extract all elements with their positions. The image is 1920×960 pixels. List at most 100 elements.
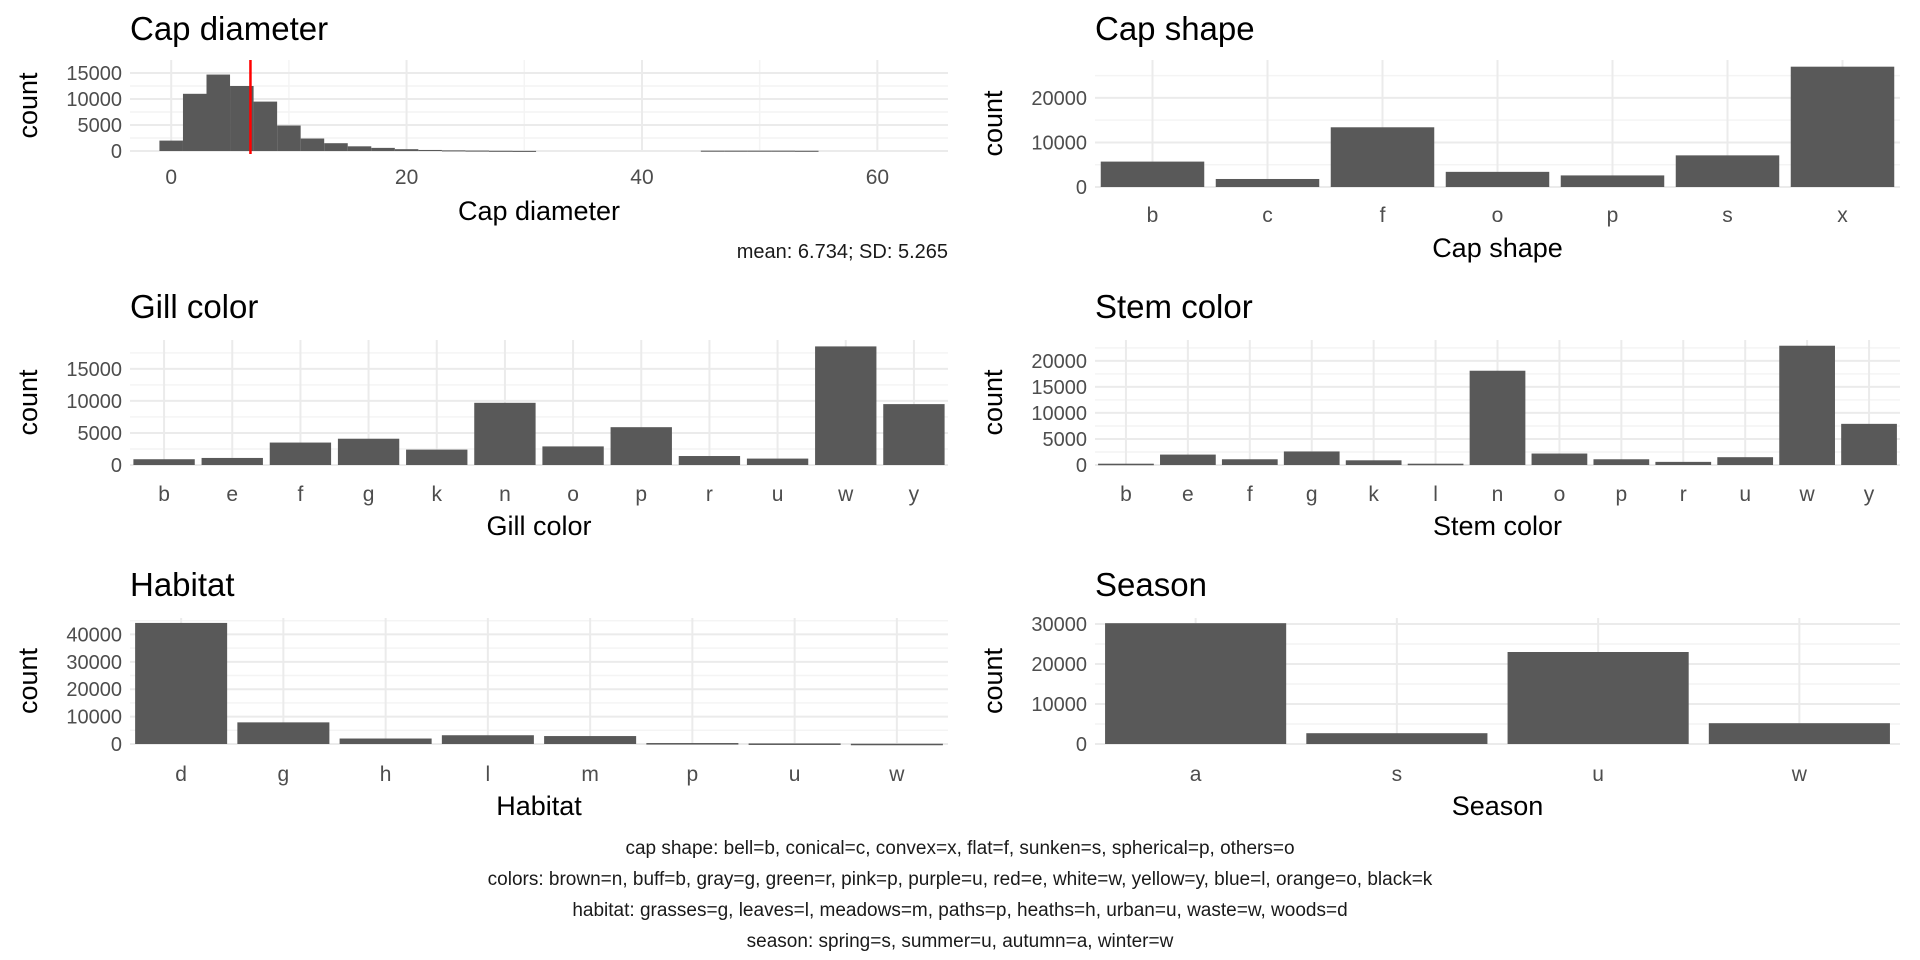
charts-canvas: mean: 6.734; SD: 5.265 0 5000 10000 15000 0 20… — [13, 10, 1900, 821]
bar — [1708, 723, 1890, 744]
y-tick-label: 15000 — [66, 359, 122, 381]
x-axis-label: Season — [1452, 791, 1544, 821]
bar — [1407, 463, 1464, 466]
x-tick-label: k — [1368, 483, 1379, 506]
bar — [815, 346, 877, 465]
chart-panel-gill-color: 0 5000 10000 15000 b e f g k n o p r u w y Gill color Gil… — [13, 288, 948, 541]
x-tick-label: d — [175, 763, 187, 786]
x-tick-label: f — [1380, 204, 1386, 227]
x-tick-label: 0 — [165, 166, 177, 189]
bar — [1345, 460, 1402, 465]
x-tick-label: e — [1182, 483, 1194, 506]
histogram-bar — [230, 86, 254, 151]
y-tick-label: 10000 — [66, 89, 122, 111]
x-tick-label: k — [432, 483, 443, 506]
y-tick-label: 10000 — [1031, 694, 1087, 716]
x-tick-label: h — [380, 763, 392, 786]
panel-title: Cap diameter — [130, 10, 328, 47]
chart-panel-habitat: 0 10000 20000 30000 40000 d g h l m p u w Habitat Habi… — [13, 566, 948, 821]
histogram-bar — [277, 125, 301, 151]
bar — [337, 438, 400, 465]
y-tick-label: 0 — [111, 141, 122, 163]
y-tick-label: 0 — [111, 455, 122, 477]
x-tick-label: 20 — [395, 166, 418, 189]
chart-panel-cap-diameter: mean: 6.734; SD: 5.265 0 5000 10000 15000 0 20… — [13, 10, 948, 263]
x-tick-label: n — [499, 483, 511, 506]
histogram-bar — [794, 150, 819, 152]
histogram-bar — [771, 150, 795, 152]
y-tick-label: 0 — [1076, 455, 1087, 477]
bar — [474, 402, 536, 465]
x-tick-label: n — [1492, 483, 1504, 506]
legend-caption-cap-shape: cap shape: bell=b, conical=c, convex=x, … — [625, 838, 1295, 859]
x-tick-label: 40 — [630, 166, 653, 189]
y-tick-label: 15000 — [1031, 377, 1087, 399]
x-tick-label: w — [1791, 763, 1808, 786]
bar — [646, 743, 739, 745]
histogram-bar — [253, 101, 278, 151]
x-tick-label: y — [909, 483, 920, 506]
chart-panel-stem-color: 0 5000 10000 15000 20000 b e f g k l n o p r u w y Stem co… — [978, 288, 1900, 541]
x-tick-label: w — [1799, 483, 1816, 506]
y-tick-label: 10000 — [1031, 403, 1087, 425]
bar — [1445, 171, 1550, 187]
y-tick-label: 10000 — [1031, 132, 1087, 154]
bar — [1531, 453, 1588, 465]
bar — [544, 736, 637, 744]
bar — [1098, 463, 1154, 466]
bar — [339, 738, 432, 744]
bar — [1330, 127, 1435, 187]
y-axis-label: count — [13, 647, 43, 714]
x-tick-label: b — [158, 483, 170, 506]
x-tick-label: u — [789, 763, 801, 786]
x-tick-label: s — [1392, 763, 1403, 786]
histogram-bar — [159, 140, 183, 151]
x-tick-label: b — [1147, 204, 1159, 227]
histogram-bar — [724, 150, 748, 152]
x-tick-label: g — [1306, 483, 1318, 506]
mean-sd-annotation: mean: 6.734; SD: 5.265 — [737, 241, 948, 263]
y-tick-label: 10000 — [66, 391, 122, 413]
histogram-bar — [747, 150, 772, 152]
bar — [441, 735, 534, 744]
bar — [1160, 454, 1216, 465]
x-tick-label: r — [706, 483, 713, 506]
y-tick-label: 5000 — [1043, 429, 1088, 451]
x-tick-label: r — [1680, 483, 1687, 506]
x-tick-label: c — [1262, 204, 1273, 227]
y-tick-label: 30000 — [66, 652, 122, 674]
histogram-bar — [182, 93, 207, 151]
legend-caption-colors: colors: brown=n, buff=b, gray=g, green=r… — [487, 869, 1433, 890]
bar — [1779, 345, 1835, 465]
bar — [269, 442, 332, 465]
histogram-bar — [700, 150, 725, 152]
x-tick-label: u — [1739, 483, 1751, 506]
bar — [1655, 461, 1712, 465]
panel-title: Stem color — [1095, 288, 1253, 325]
y-tick-label: 15000 — [66, 63, 122, 85]
y-tick-label: 20000 — [66, 679, 122, 701]
x-axis-label: Gill color — [486, 511, 591, 541]
y-tick-label: 20000 — [1031, 654, 1087, 676]
y-tick-label: 5000 — [78, 115, 123, 137]
y-axis-label: count — [978, 90, 1008, 157]
y-axis-label: count — [13, 369, 43, 436]
y-tick-label: 40000 — [66, 624, 122, 646]
bar — [1306, 733, 1488, 744]
bar — [1100, 161, 1205, 187]
y-axis-label: count — [13, 72, 43, 139]
x-tick-label: m — [581, 763, 599, 786]
bar — [883, 404, 945, 465]
bar — [746, 458, 809, 465]
bar — [201, 457, 263, 465]
bar — [1215, 178, 1320, 187]
x-tick-label: u — [1592, 763, 1604, 786]
bar — [850, 743, 943, 746]
x-tick-label: b — [1120, 483, 1132, 506]
bar — [1790, 66, 1895, 187]
x-tick-label: o — [1554, 483, 1566, 506]
bar — [1675, 155, 1780, 187]
bar — [1283, 451, 1340, 465]
x-tick-label: 60 — [866, 166, 889, 189]
